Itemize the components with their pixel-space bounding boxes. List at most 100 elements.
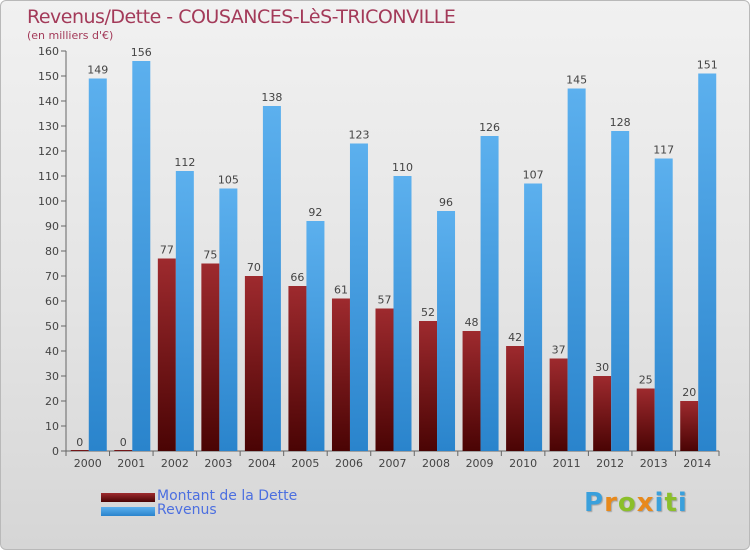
bar-debt: [201, 263, 220, 451]
bar-debt: [288, 286, 307, 451]
data-label-revenue: 96: [439, 196, 453, 209]
y-tick-label: 20: [45, 395, 59, 408]
data-label-debt: 0: [120, 436, 127, 449]
data-label-revenue: 123: [348, 129, 369, 142]
bar-debt: [114, 450, 133, 451]
data-label-revenue: 112: [174, 156, 195, 169]
data-label-debt: 57: [378, 294, 392, 307]
bar-revenue: [306, 221, 325, 451]
data-label-debt: 37: [552, 344, 566, 357]
bar-debt: [549, 358, 568, 451]
y-tick-label: 70: [45, 270, 59, 283]
data-label-debt: 66: [290, 271, 304, 284]
bar-debt: [680, 401, 699, 451]
y-tick-label: 30: [45, 370, 59, 383]
x-tick-label: 2003: [204, 457, 232, 470]
data-label-revenue: 126: [479, 121, 500, 134]
x-tick-label: 2000: [74, 457, 102, 470]
bar-revenue: [393, 176, 412, 451]
x-tick-label: 2012: [596, 457, 624, 470]
data-label-debt: 70: [247, 261, 261, 274]
brand-logo-letter: r: [604, 488, 618, 518]
x-tick-label: 2004: [248, 457, 276, 470]
bar-revenue: [88, 78, 107, 451]
bar-debt: [419, 321, 438, 451]
data-label-debt: 52: [421, 306, 435, 319]
y-tick-label: 150: [38, 70, 59, 83]
brand-logo: Proxiti: [584, 488, 688, 518]
bar-debt: [244, 276, 263, 451]
data-label-revenue: 92: [308, 206, 322, 219]
y-tick-label: 50: [45, 320, 59, 333]
y-tick-label: 100: [38, 195, 59, 208]
x-tick-label: 2008: [422, 457, 450, 470]
data-label-revenue: 138: [261, 91, 282, 104]
y-tick-label: 80: [45, 245, 59, 258]
bar-revenue: [698, 73, 717, 451]
data-label-debt: 48: [465, 316, 479, 329]
data-label-debt: 61: [334, 284, 348, 297]
bar-revenue: [132, 61, 151, 451]
bar-revenue: [524, 183, 543, 451]
data-label-revenue: 128: [610, 116, 631, 129]
data-label-debt: 42: [508, 331, 522, 344]
bar-debt: [593, 376, 612, 451]
y-tick-label: 130: [38, 120, 59, 133]
data-label-debt: 25: [639, 374, 653, 387]
y-tick-label: 110: [38, 170, 59, 183]
legend-swatch-revenue: [101, 507, 155, 516]
x-tick-label: 2007: [379, 457, 407, 470]
bar-revenue: [480, 136, 499, 451]
y-tick-label: 90: [45, 220, 59, 233]
brand-logo-letter: o: [617, 488, 637, 518]
data-label-revenue: 151: [697, 59, 718, 72]
bar-revenue: [349, 143, 368, 451]
x-tick-label: 2009: [466, 457, 494, 470]
x-tick-label: 2010: [509, 457, 537, 470]
bar-revenue: [262, 106, 281, 451]
data-label-revenue: 107: [523, 169, 544, 182]
y-tick-label: 120: [38, 145, 59, 158]
legend-swatch-debt: [101, 493, 155, 502]
data-label-revenue: 149: [87, 64, 108, 77]
legend-label-revenue: Revenus: [157, 502, 217, 518]
x-tick-label: 2002: [161, 457, 189, 470]
x-tick-label: 2013: [640, 457, 668, 470]
data-label-debt: 20: [682, 386, 696, 399]
y-tick-label: 10: [45, 420, 59, 433]
brand-logo-letter: x: [636, 488, 655, 518]
x-tick-label: 2001: [117, 457, 145, 470]
bar-debt: [331, 298, 350, 451]
data-label-debt: 75: [203, 249, 217, 262]
bar-debt: [70, 450, 89, 451]
y-tick-label: 0: [52, 445, 59, 458]
data-label-revenue: 105: [218, 174, 239, 187]
bar-debt: [375, 308, 394, 451]
bar-debt: [636, 388, 655, 451]
y-tick-label: 140: [38, 95, 59, 108]
chart-title: Revenus/Dette - COUSANCES-LèS-TRICONVILL…: [27, 6, 456, 28]
brand-logo-letter: i: [654, 488, 665, 518]
brand-logo-letter: i: [677, 488, 688, 518]
x-tick-label: 2005: [291, 457, 319, 470]
x-tick-label: 2006: [335, 457, 363, 470]
bar-revenue: [654, 158, 673, 451]
y-tick-label: 160: [38, 45, 59, 58]
x-tick-label: 2011: [553, 457, 581, 470]
bar-debt: [157, 258, 176, 451]
bar-debt: [506, 346, 525, 451]
brand-logo-letter: t: [664, 488, 678, 518]
data-label-revenue: 110: [392, 161, 413, 174]
brand-logo-letter: P: [584, 488, 605, 518]
x-tick-label: 2014: [683, 457, 711, 470]
legend-label-debt: Montant de la Dette: [157, 488, 298, 504]
y-tick-label: 60: [45, 295, 59, 308]
data-label-revenue: 145: [566, 74, 587, 87]
bar-revenue: [437, 211, 456, 451]
bar-revenue: [567, 88, 586, 451]
data-label-revenue: 156: [131, 46, 152, 59]
data-label-debt: 77: [160, 244, 174, 257]
chart-subtitle: (en milliers d'€): [27, 29, 114, 42]
